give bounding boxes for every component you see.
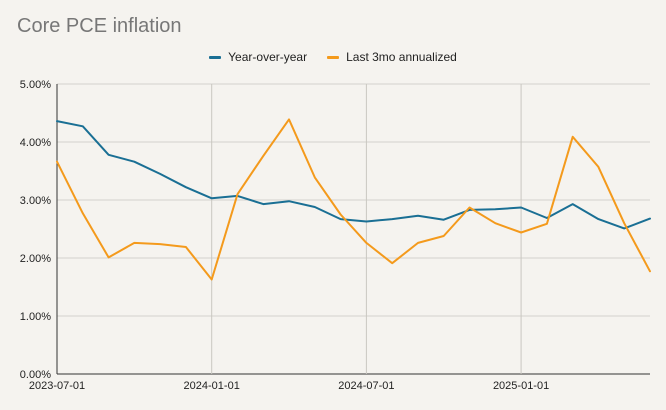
y-tick-label: 5.00%	[20, 79, 51, 91]
x-tick-label: 2025-01-01	[493, 380, 549, 392]
x-tick-label: 2024-01-01	[184, 380, 240, 392]
series-line-last-3mo-annualized	[56, 118, 651, 281]
legend-swatch-yoy	[209, 55, 222, 59]
legend-item-yoy[interactable]: Year-over-year	[209, 50, 307, 64]
legend-swatch-3mo	[327, 55, 340, 59]
y-tick-label: 2.00%	[20, 253, 51, 265]
y-tick-label: 0.00%	[20, 369, 51, 381]
legend-label-3mo: Last 3mo annualized	[346, 50, 457, 64]
y-tick-label: 4.00%	[20, 137, 51, 149]
legend-item-3mo[interactable]: Last 3mo annualized	[327, 50, 457, 64]
series-line-year-over-year	[56, 120, 651, 230]
y-tick-label: 1.00%	[20, 311, 51, 323]
chart-title: Core PCE inflation	[17, 15, 182, 37]
y-tick-label: 3.00%	[20, 195, 51, 207]
legend-label-yoy: Year-over-year	[228, 50, 308, 64]
x-tick-label: 2023-07-01	[29, 380, 85, 392]
legend: Year-over-year Last 3mo annualized	[0, 50, 666, 64]
x-tick-label: 2024-07-01	[338, 380, 394, 392]
